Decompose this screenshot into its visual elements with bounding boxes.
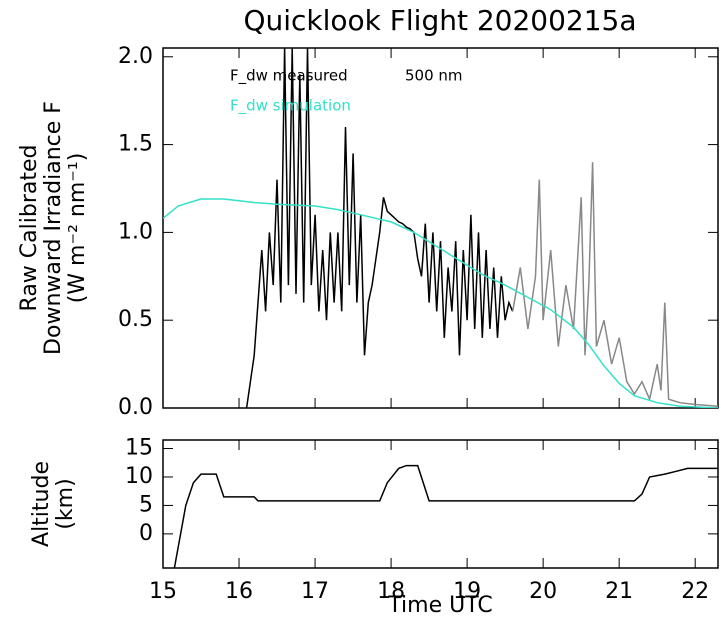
- y-tick-label: 0.5: [118, 307, 153, 332]
- y-axis-label: Raw Calibrated: [17, 145, 42, 312]
- x-tick-label: 19: [453, 579, 481, 604]
- y-tick-label: 5: [139, 492, 153, 517]
- y-tick-label: 0: [139, 521, 153, 546]
- data-line: [511, 162, 718, 407]
- legend-entry: F_dw measured: [230, 67, 348, 86]
- y-axis-label: Altitude: [29, 461, 54, 547]
- y-tick-label: 2.0: [118, 44, 153, 69]
- y-axis-label: (W m⁻² nm⁻¹): [65, 153, 90, 304]
- data-line: [245, 48, 514, 408]
- plot-frame: [162, 439, 719, 569]
- x-tick-label: 21: [605, 579, 633, 604]
- y-tick-label: 10: [125, 464, 153, 489]
- data-line: [173, 464, 718, 568]
- legend-entry: F_dw simulation: [230, 97, 351, 116]
- x-tick-label: 17: [301, 579, 329, 604]
- x-tick-label: 20: [529, 579, 557, 604]
- y-tick-label: 0.0: [118, 395, 153, 420]
- y-axis-label: (km): [53, 478, 78, 529]
- x-tick-label: 18: [377, 579, 405, 604]
- x-tick-label: 22: [681, 579, 709, 604]
- plot-frame: [162, 47, 719, 409]
- y-axis-label: Downward Irradiance F: [41, 101, 66, 355]
- y-tick-label: 15: [125, 436, 153, 461]
- data-line: [163, 198, 718, 408]
- x-tick-label: 16: [225, 579, 253, 604]
- y-tick-label: 1.0: [118, 219, 153, 244]
- x-tick-label: 15: [149, 579, 177, 604]
- y-tick-label: 1.5: [118, 132, 153, 157]
- annotation: 500 nm: [405, 67, 463, 85]
- chart-title: Quicklook Flight 20200215a: [243, 4, 636, 37]
- x-axis-label: Time UTC: [387, 593, 492, 618]
